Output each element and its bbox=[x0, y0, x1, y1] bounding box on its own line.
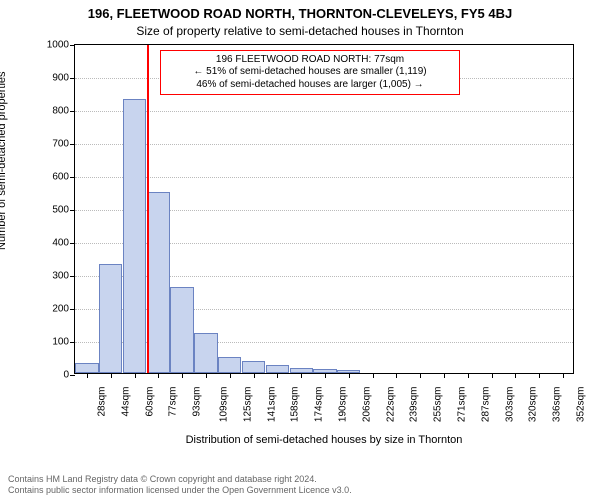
xtick-label: 190sqm bbox=[337, 387, 348, 423]
ytick-label: 100 bbox=[52, 337, 69, 348]
xtick-mark bbox=[373, 373, 374, 378]
xtick-mark bbox=[325, 373, 326, 378]
ytick-label: 600 bbox=[52, 172, 69, 183]
annotation-line: 46% of semi-detached houses are larger (… bbox=[167, 79, 453, 92]
ytick-label: 900 bbox=[52, 73, 69, 84]
xtick-mark bbox=[135, 373, 136, 378]
bar bbox=[147, 192, 170, 374]
ytick-label: 200 bbox=[52, 304, 69, 315]
ytick-label: 800 bbox=[52, 106, 69, 117]
ytick-label: 700 bbox=[52, 139, 69, 150]
xtick-mark bbox=[254, 373, 255, 378]
xtick-mark bbox=[206, 373, 207, 378]
ytick-mark bbox=[70, 177, 75, 178]
xtick-mark bbox=[182, 373, 183, 378]
xtick-mark bbox=[158, 373, 159, 378]
ytick-label: 500 bbox=[52, 205, 69, 216]
gridline bbox=[75, 144, 573, 145]
xtick-mark bbox=[444, 373, 445, 378]
ytick-label: 0 bbox=[63, 370, 69, 381]
annotation-line: ← 51% of semi-detached houses are smalle… bbox=[167, 66, 453, 79]
xtick-mark bbox=[539, 373, 540, 378]
bar bbox=[170, 287, 193, 373]
xtick-label: 60sqm bbox=[144, 387, 155, 417]
xtick-label: 174sqm bbox=[313, 387, 324, 423]
gridline bbox=[75, 111, 573, 112]
bar bbox=[242, 361, 265, 373]
ytick-mark bbox=[70, 45, 75, 46]
xtick-label: 336sqm bbox=[552, 387, 563, 423]
xtick-mark bbox=[420, 373, 421, 378]
ytick-mark bbox=[70, 375, 75, 376]
ytick-mark bbox=[70, 210, 75, 211]
xtick-label: 77sqm bbox=[168, 387, 179, 417]
footer-line2: Contains public sector information licen… bbox=[8, 485, 352, 496]
xtick-label: 352sqm bbox=[575, 387, 586, 423]
xtick-label: 287sqm bbox=[480, 387, 491, 423]
xtick-label: 125sqm bbox=[242, 387, 253, 423]
ytick-mark bbox=[70, 276, 75, 277]
ytick-label: 1000 bbox=[47, 40, 69, 51]
xtick-mark bbox=[230, 373, 231, 378]
xtick-label: 255sqm bbox=[433, 387, 444, 423]
xtick-label: 44sqm bbox=[120, 387, 131, 417]
xtick-label: 239sqm bbox=[409, 387, 420, 423]
footer-line1: Contains HM Land Registry data © Crown c… bbox=[8, 474, 352, 485]
xtick-mark bbox=[301, 373, 302, 378]
xtick-label: 141sqm bbox=[266, 387, 277, 423]
chart-container: 196, FLEETWOOD ROAD NORTH, THORNTON-CLEV… bbox=[0, 0, 600, 500]
xtick-label: 222sqm bbox=[385, 387, 396, 423]
chart-title-line1: 196, FLEETWOOD ROAD NORTH, THORNTON-CLEV… bbox=[0, 6, 600, 21]
ytick-mark bbox=[70, 309, 75, 310]
xtick-mark bbox=[87, 373, 88, 378]
ytick-label: 300 bbox=[52, 271, 69, 282]
bar bbox=[99, 264, 122, 373]
plot-area: 0100200300400500600700800900100028sqm44s… bbox=[74, 44, 574, 374]
xtick-label: 109sqm bbox=[218, 387, 229, 423]
xtick-label: 320sqm bbox=[528, 387, 539, 423]
bar bbox=[218, 357, 241, 374]
chart-title-line2: Size of property relative to semi-detach… bbox=[0, 24, 600, 38]
ytick-mark bbox=[70, 342, 75, 343]
ytick-mark bbox=[70, 78, 75, 79]
xtick-mark bbox=[111, 373, 112, 378]
bar bbox=[266, 365, 289, 373]
annotation-box: 196 FLEETWOOD ROAD NORTH: 77sqm← 51% of … bbox=[160, 50, 460, 96]
xtick-label: 28sqm bbox=[96, 387, 107, 417]
xtick-mark bbox=[349, 373, 350, 378]
xtick-label: 271sqm bbox=[456, 387, 467, 423]
xtick-mark bbox=[277, 373, 278, 378]
annotation-line: 196 FLEETWOOD ROAD NORTH: 77sqm bbox=[167, 54, 453, 67]
gridline bbox=[75, 177, 573, 178]
ytick-mark bbox=[70, 243, 75, 244]
xtick-mark bbox=[563, 373, 564, 378]
xtick-mark bbox=[492, 373, 493, 378]
bar bbox=[123, 99, 146, 373]
xtick-mark bbox=[515, 373, 516, 378]
ytick-mark bbox=[70, 144, 75, 145]
xtick-label: 303sqm bbox=[504, 387, 515, 423]
y-axis-label: Number of semi-detached properties bbox=[0, 71, 8, 250]
x-axis-label: Distribution of semi-detached houses by … bbox=[74, 434, 574, 446]
bar bbox=[194, 333, 217, 373]
ytick-mark bbox=[70, 111, 75, 112]
xtick-mark bbox=[468, 373, 469, 378]
xtick-mark bbox=[396, 373, 397, 378]
ytick-label: 400 bbox=[52, 238, 69, 249]
xtick-label: 158sqm bbox=[290, 387, 301, 423]
xtick-label: 93sqm bbox=[192, 387, 203, 417]
xtick-label: 206sqm bbox=[361, 387, 372, 423]
footer-attribution: Contains HM Land Registry data © Crown c… bbox=[8, 474, 352, 496]
marker-line bbox=[147, 45, 149, 373]
bar bbox=[75, 363, 98, 373]
